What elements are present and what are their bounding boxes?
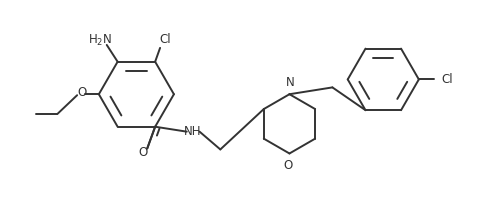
- Text: Cl: Cl: [159, 34, 171, 47]
- Text: O: O: [77, 86, 87, 99]
- Text: NH: NH: [184, 125, 202, 138]
- Text: N: N: [286, 76, 295, 89]
- Text: H$_2$N: H$_2$N: [88, 32, 112, 47]
- Text: O: O: [139, 146, 148, 159]
- Text: Cl: Cl: [442, 73, 453, 86]
- Text: O: O: [284, 159, 293, 172]
